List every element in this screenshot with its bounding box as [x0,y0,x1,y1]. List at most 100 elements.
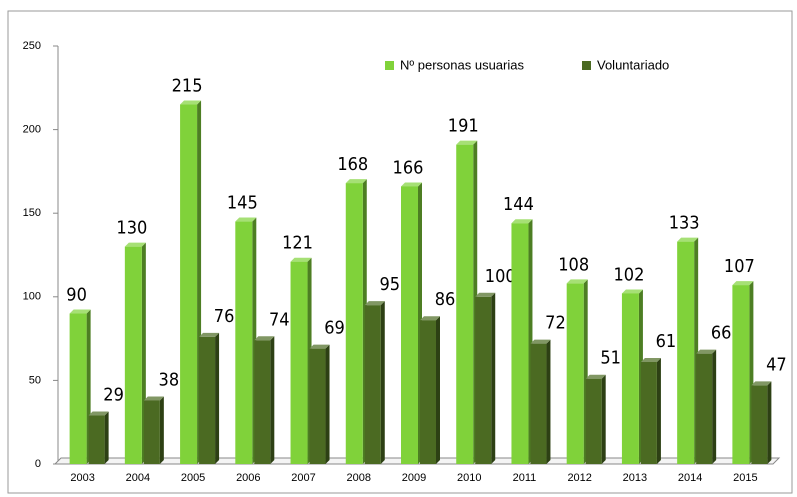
y-tick-label: 0 [35,458,41,470]
value-label: 72 [545,313,566,334]
y-tick-label: 200 [23,124,41,136]
bar-side [712,349,717,464]
value-label: 144 [503,194,534,215]
bar [640,362,657,464]
bar-top [309,344,330,349]
value-label: 76 [214,306,235,327]
bar [309,348,326,464]
bar [401,186,418,464]
value-label: 133 [669,213,700,234]
bar [364,305,381,464]
bar-side [491,292,496,464]
bar-side [104,411,109,464]
value-label: 95 [379,274,400,295]
value-label: 90 [66,285,87,306]
bar-top [180,100,202,105]
bar [751,385,768,464]
bar-side [436,316,440,464]
y-tick-label: 250 [23,40,41,52]
x-tick-label: 2013 [623,472,647,484]
value-label: 166 [393,157,424,178]
bar-top [621,289,643,294]
bar-top [124,242,146,247]
bar-top [732,281,754,286]
value-label: 74 [269,309,290,330]
y-tick-label: 150 [23,207,41,219]
bar-top [235,217,257,222]
bar [530,343,547,464]
bar [69,313,87,464]
chart-frame [7,10,793,494]
bar-side [767,381,772,464]
bar-top [290,257,312,262]
bar [290,261,308,464]
bar-top [677,237,699,242]
y-tick-label: 50 [29,374,41,386]
bar-side [601,374,606,464]
bar [475,296,492,464]
bar-top [511,219,533,224]
x-tick-label: 2014 [678,472,702,484]
value-label: 145 [227,193,258,214]
x-tick-label: 2009 [402,472,426,484]
x-tick-label: 2003 [70,472,94,484]
x-tick-label: 2006 [236,472,260,484]
value-label: 102 [613,264,644,285]
bar-top [585,374,606,379]
value-label: 191 [448,116,479,137]
bar-side [270,336,275,464]
bar-top [751,381,772,386]
value-label: 66 [711,323,732,344]
value-label: 121 [282,233,313,254]
value-label: 47 [766,354,787,375]
value-label: 86 [435,289,456,310]
bar-top [640,358,661,363]
bar-top [475,292,496,297]
bar-top [88,411,109,416]
bar-side [656,358,661,464]
bar [621,293,639,464]
x-tick-label: 2008 [347,472,371,484]
bar-side [159,396,164,464]
bar [143,400,160,464]
bar [696,353,713,464]
bar [420,320,436,464]
bar-top [69,309,91,314]
bar-top [420,316,440,321]
bar-top [345,179,367,184]
bar [511,223,529,464]
value-label: 215 [172,76,203,97]
y-tick-label: 100 [23,291,41,303]
bar [254,340,271,464]
bar-top [530,339,551,344]
bar [235,221,253,464]
bar [88,415,105,464]
bar-top [254,336,275,341]
x-tick-label: 2004 [126,472,150,484]
value-label: 69 [324,318,345,339]
value-label: 107 [724,256,755,277]
bar [732,285,750,464]
value-label: 100 [485,266,516,287]
legend-swatch [385,61,394,70]
value-label: 130 [116,218,147,239]
legend-label: Nº personas usuarias [400,57,524,72]
bar [566,283,584,464]
x-tick-label: 2011 [513,472,537,484]
bar [585,378,602,464]
bar [180,104,198,465]
x-tick-label: 2007 [291,472,315,484]
bar-side [325,344,330,464]
bar [345,183,363,464]
x-tick-label: 2015 [733,472,757,484]
x-tick-label: 2012 [567,472,591,484]
bar [124,246,142,464]
bar [199,336,216,464]
value-label: 51 [600,348,621,369]
bar-top [456,140,478,145]
bar-top [566,279,588,284]
bar [677,241,695,464]
bar-top [143,396,164,401]
legend-label: Voluntariado [597,57,669,72]
